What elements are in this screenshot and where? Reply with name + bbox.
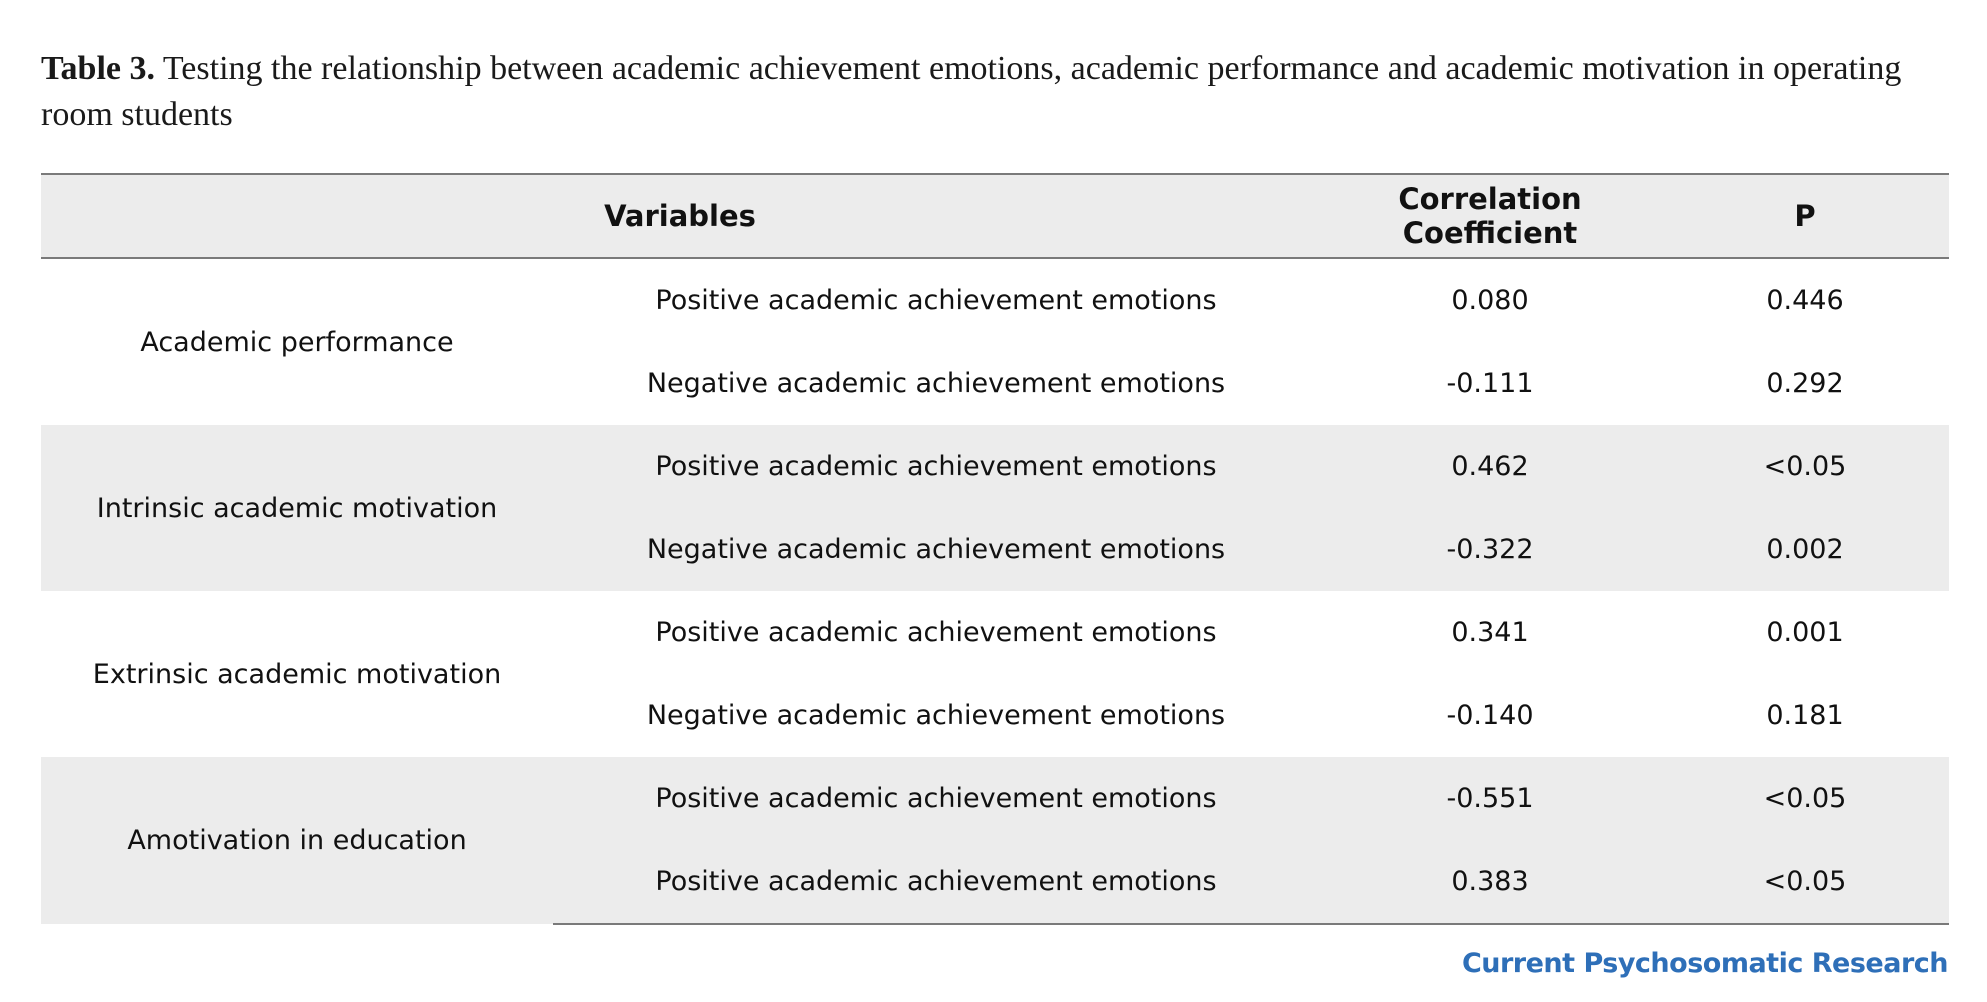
table-caption: Table 3. Testing the relationship betwee…: [41, 46, 1951, 138]
table-label: Table 3.: [41, 50, 156, 87]
p-value-cell: 0.001: [1766, 617, 1844, 648]
table-header-row: Variables Correlation Coefficient P: [41, 173, 1949, 259]
correlation-cell: 0.080: [1451, 285, 1529, 316]
emotion-cell: Negative academic achievement emotions: [553, 508, 1319, 591]
group-label: Academic performance: [140, 326, 454, 358]
table-row: Academic performance Positive academic a…: [41, 258, 1949, 358]
p-value-cell: 0.002: [1661, 508, 1949, 591]
table-row: Positive academic achievement emotions 0…: [41, 840, 1949, 925]
group-label: Extrinsic academic motivation: [92, 658, 502, 690]
p-value-cell: 0.181: [1766, 700, 1844, 731]
correlation-cell: -0.322: [1319, 508, 1661, 591]
table-row: Negative academic achievement emotions -…: [41, 508, 1949, 591]
journal-name: Current Psychosomatic Research: [1461, 948, 1949, 979]
emotion-cell: Positive academic achievement emotions: [553, 425, 1319, 508]
header-p: P: [1661, 173, 1949, 259]
table-row: Negative academic achievement emotions -…: [41, 342, 1949, 425]
p-value-cell: 0.446: [1766, 285, 1844, 316]
correlation-cell: -0.140: [1446, 700, 1534, 731]
table-row: Intrinsic academic motivation Positive a…: [41, 425, 1949, 591]
table-row: Amotivation in education Positive academ…: [41, 757, 1949, 924]
table-row: Negative academic achievement emotions -…: [41, 674, 1949, 757]
p-value-cell: 0.292: [1766, 368, 1844, 399]
emotion-cell: Positive academic achievement emotions: [655, 285, 1217, 316]
emotion-cell: Negative academic achievement emotions: [646, 368, 1226, 399]
correlation-table: Variables Correlation Coefficient P Acad…: [41, 173, 1949, 925]
p-value-cell: <0.05: [1661, 840, 1949, 925]
table-title: Testing the relationship between academi…: [41, 50, 1902, 133]
emotion-cell: Negative academic achievement emotions: [646, 700, 1226, 731]
emotion-cell: Positive academic achievement emotions: [553, 757, 1319, 840]
emotion-cell: Positive academic achievement emotions: [655, 617, 1217, 648]
correlation-cell: -0.111: [1446, 368, 1534, 399]
correlation-cell: 0.462: [1319, 425, 1661, 508]
correlation-cell: 0.341: [1451, 617, 1529, 648]
correlation-cell: -0.551: [1319, 757, 1661, 840]
group-label: Amotivation in education: [41, 757, 553, 924]
p-value-cell: <0.05: [1661, 425, 1949, 508]
group-label: Intrinsic academic motivation: [41, 425, 553, 591]
p-value-cell: <0.05: [1661, 757, 1949, 840]
header-correlation-coefficient: Correlation Coefficient: [1319, 173, 1661, 259]
header-variables: Variables: [41, 173, 1319, 259]
correlation-table-container: Variables Correlation Coefficient P Acad…: [41, 173, 1949, 925]
emotion-cell: Positive academic achievement emotions: [553, 840, 1319, 925]
correlation-cell: 0.383: [1319, 840, 1661, 925]
table-row: Extrinsic academic motivation Positive a…: [41, 591, 1949, 690]
